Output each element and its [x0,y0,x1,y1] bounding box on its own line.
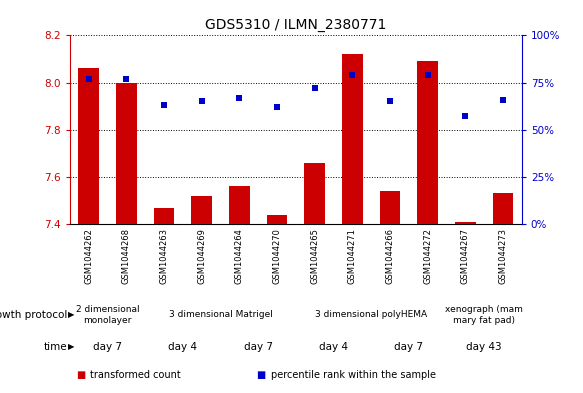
Bar [154,208,174,224]
Bar [266,215,287,224]
Text: ■: ■ [257,370,266,380]
Text: 3 dimensional Matrigel: 3 dimensional Matrigel [168,310,272,320]
Text: GSM1044270: GSM1044270 [272,228,282,284]
Text: GSM1044264: GSM1044264 [235,228,244,284]
Bar [79,68,99,224]
Text: GSM1044272: GSM1044272 [423,228,432,284]
Text: 3 dimensional polyHEMA: 3 dimensional polyHEMA [315,310,427,320]
Text: growth protocol: growth protocol [0,310,67,320]
Point [235,94,244,101]
Point [498,96,508,103]
Point [385,98,395,105]
Bar [116,83,137,224]
Bar [455,222,476,224]
Text: ▶: ▶ [68,310,75,320]
Text: GSM1044266: GSM1044266 [385,228,395,285]
Text: ▶: ▶ [68,342,75,351]
Point [423,72,433,78]
Text: GSM1044269: GSM1044269 [197,228,206,284]
Bar [493,193,513,224]
Text: day 7: day 7 [93,342,122,352]
Text: GSM1044262: GSM1044262 [85,228,93,284]
Text: GSM1044267: GSM1044267 [461,228,470,285]
Text: GSM1044265: GSM1044265 [310,228,319,284]
Text: day 7: day 7 [244,342,273,352]
Text: GSM1044273: GSM1044273 [498,228,507,285]
Point [272,104,282,110]
Bar [191,196,212,224]
Text: percentile rank within the sample: percentile rank within the sample [271,370,436,380]
Text: xenograph (mam
mary fat pad): xenograph (mam mary fat pad) [445,305,523,325]
Text: GSM1044268: GSM1044268 [122,228,131,285]
Text: day 4: day 4 [168,342,198,352]
Bar [229,186,250,224]
Title: GDS5310 / ILMN_2380771: GDS5310 / ILMN_2380771 [205,18,387,31]
Point [347,72,357,78]
Text: time: time [43,342,67,352]
Point [84,75,93,82]
Bar [342,54,363,224]
Text: GSM1044271: GSM1044271 [348,228,357,284]
Point [122,75,131,82]
Text: day 4: day 4 [319,342,348,352]
Text: ■: ■ [76,370,85,380]
Point [197,98,206,105]
Text: day 43: day 43 [466,342,502,352]
Bar [304,163,325,224]
Text: 2 dimensional
monolayer: 2 dimensional monolayer [76,305,139,325]
Point [159,102,168,108]
Point [461,113,470,119]
Text: transformed count: transformed count [90,370,181,380]
Bar [417,61,438,224]
Text: GSM1044263: GSM1044263 [160,228,168,285]
Text: day 7: day 7 [394,342,423,352]
Bar [380,191,401,224]
Point [310,85,319,91]
